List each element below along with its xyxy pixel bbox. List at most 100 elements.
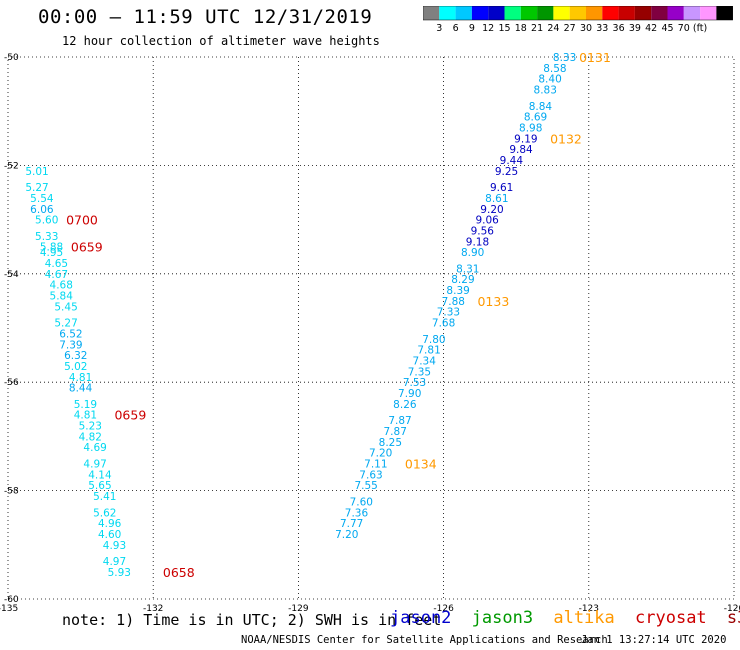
swh-data-point: 6.32 — [64, 350, 87, 362]
legend-cryosat: cryosat — [635, 608, 707, 628]
swh-data-point: 5.54 — [30, 193, 54, 205]
colorbar-tick-label: 21 — [531, 23, 543, 34]
x-tick-label: -132 — [143, 604, 163, 614]
swh-data-point: 7.55 — [354, 480, 377, 492]
swh-data-point: 7.87 — [384, 426, 407, 438]
pass-time-label: 0700 — [66, 213, 98, 228]
colorbar-tick-label: 15 — [498, 23, 510, 34]
swh-data-point: 9.44 — [500, 155, 524, 167]
y-tick-label: -58 — [4, 487, 19, 497]
swh-data-point: 7.88 — [442, 296, 465, 308]
credit-line: NOAA/NESDIS Center for Satellite Applica… — [241, 634, 608, 646]
swh-data-point: 5.84 — [50, 290, 74, 302]
color-swatch — [488, 6, 505, 20]
colorbar-tick-label: 24 — [547, 23, 559, 34]
color-swatch — [553, 6, 570, 20]
swh-data-point: 5.01 — [25, 166, 48, 178]
swh-data-point: 8.58 — [543, 63, 566, 75]
units-note: note: 1) Time is in UTC; 2) SWH is in fe… — [62, 611, 442, 629]
swh-data-point: 4.14 — [88, 469, 112, 481]
y-tick-label: -54 — [4, 270, 19, 280]
swh-data-point: 5.02 — [64, 361, 87, 373]
color-swatch — [471, 6, 489, 20]
swh-data-point: 6.52 — [59, 328, 82, 340]
swh-data-point: 5.93 — [108, 567, 131, 579]
colorbar-tick-label: 42 — [645, 23, 657, 34]
x-tick-label: -129 — [288, 604, 309, 614]
color-swatch — [667, 6, 684, 20]
swh-data-point: 7.20 — [369, 448, 392, 460]
pass-time-label: 0134 — [405, 457, 437, 472]
colorbar-tick-label: 30 — [580, 23, 592, 34]
swh-data-point: 9.25 — [495, 166, 518, 178]
swh-data-point: 8.90 — [461, 247, 484, 259]
colorbar-tick-label: 36 — [613, 23, 625, 34]
swh-data-point: 9.56 — [471, 225, 495, 237]
swh-data-point: 4.81 — [69, 372, 92, 384]
swh-data-point: 4.65 — [45, 258, 68, 270]
swh-data-point: 8.69 — [524, 112, 547, 124]
colorbar-tick-label: (ft) — [693, 23, 707, 34]
color-swatch — [602, 6, 619, 20]
swh-data-point: 9.61 — [490, 182, 513, 194]
colorbar-tick-label: 18 — [515, 23, 527, 34]
swh-data-point: 6.06 — [30, 204, 54, 216]
swh-data-point: 9.06 — [475, 215, 499, 227]
swh-data-point: 7.68 — [432, 318, 455, 330]
colorbar-tick-label: 3 — [436, 23, 442, 34]
pass-time-label: 0133 — [477, 294, 509, 309]
swh-data-point: 7.20 — [335, 529, 358, 541]
pass-time-label: 0658 — [163, 565, 195, 580]
swh-data-point: 5.33 — [35, 231, 58, 243]
swh-data-point: 7.33 — [437, 307, 460, 319]
swh-data-point: 7.80 — [422, 334, 445, 346]
swh-data-point: 9.20 — [480, 204, 503, 216]
color-swatch — [423, 6, 440, 20]
swh-data-point: 7.60 — [350, 496, 373, 508]
swh-data-point: 8.61 — [485, 193, 508, 205]
swh-data-point: 8.40 — [538, 74, 561, 86]
color-swatch — [569, 6, 586, 20]
swh-data-point: 4.97 — [103, 556, 126, 568]
swh-data-point: 5.60 — [35, 215, 58, 227]
swh-data-point: 5.27 — [25, 182, 48, 194]
color-swatch — [504, 6, 521, 20]
swh-data-point: 5.65 — [88, 480, 111, 492]
y-tick-label: -56 — [4, 378, 19, 388]
swh-data-point: 8.25 — [379, 437, 402, 449]
color-swatch — [618, 6, 635, 20]
swh-data-point: 5.62 — [93, 507, 116, 519]
pass-time-label: 0132 — [550, 131, 582, 146]
y-tick-label: -52 — [4, 161, 19, 171]
colorbar-tick-label: 12 — [482, 23, 494, 34]
colorbar-frame — [423, 6, 733, 21]
color-swatch — [651, 6, 668, 20]
legend-jason3: jason3 — [471, 608, 534, 628]
color-swatch — [537, 6, 554, 20]
swh-data-point: 7.35 — [408, 366, 431, 378]
swh-data-point: 4.96 — [98, 518, 122, 530]
color-swatch — [586, 6, 603, 20]
x-tick-label: -135 — [0, 604, 18, 614]
chart-title: 00:00 – 11:59 UTC 12/31/2019 — [38, 6, 373, 28]
pass-time-label: 0659 — [114, 408, 146, 423]
swh-data-point: 7.36 — [345, 507, 369, 519]
color-swatch — [455, 6, 472, 20]
swh-data-point: 4.60 — [98, 529, 121, 541]
swh-data-point: 8.31 — [456, 263, 479, 275]
swh-data-point: 5.23 — [79, 421, 102, 433]
x-tick-label: -120 — [724, 604, 740, 614]
swh-data-point: 4.93 — [103, 540, 126, 552]
swh-data-point: 8.83 — [534, 85, 557, 97]
color-swatch — [520, 6, 538, 20]
legend-s3a: s3a — [726, 608, 740, 628]
swh-data-point: 8.98 — [519, 122, 542, 134]
swh-data-point: 7.53 — [403, 377, 426, 389]
swh-data-point: 4.81 — [74, 410, 97, 422]
colorbar-tick-label: 9 — [469, 23, 475, 34]
swh-data-point: 8.44 — [69, 383, 93, 395]
colorbar-tick-label: 6 — [453, 23, 459, 34]
swh-data-point: 7.39 — [59, 339, 82, 351]
swh-data-point: 7.34 — [413, 356, 437, 368]
swh-data-point: 7.77 — [340, 518, 363, 530]
